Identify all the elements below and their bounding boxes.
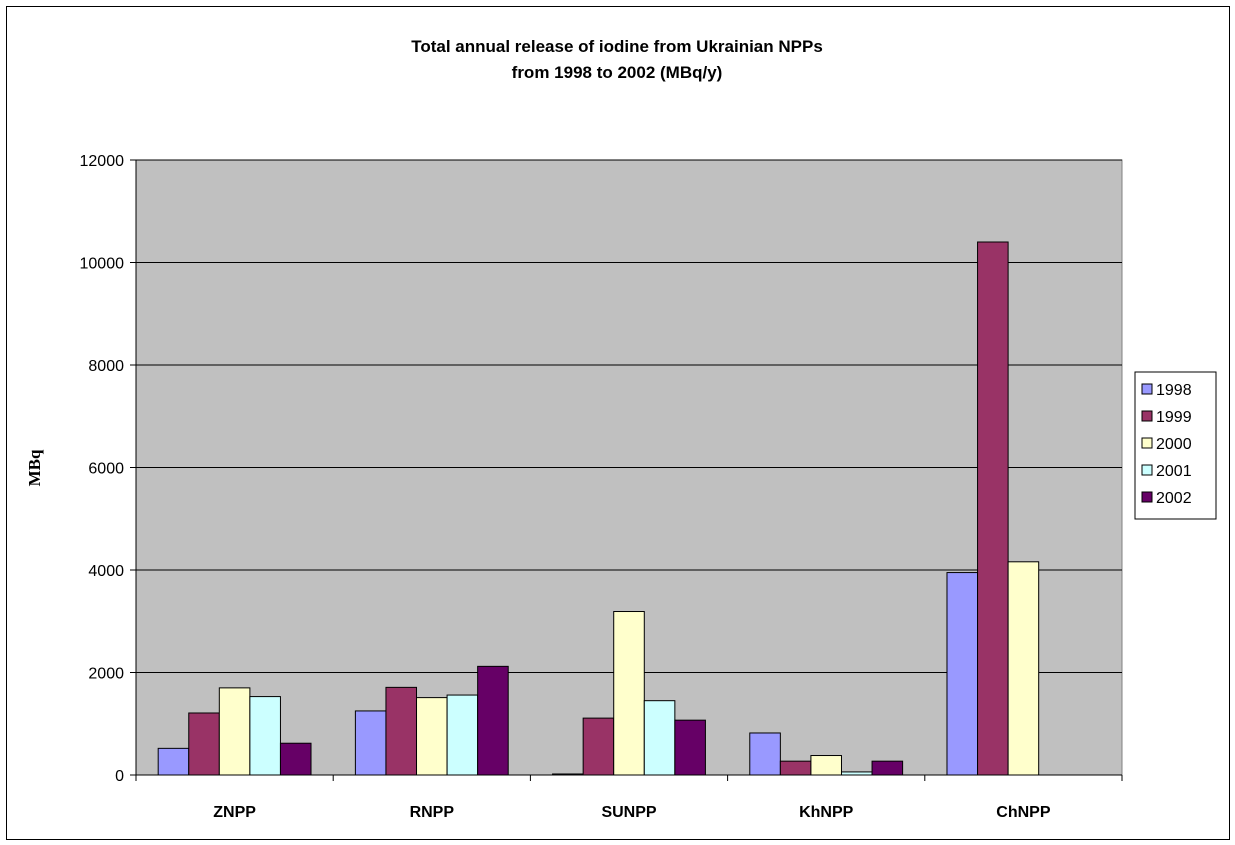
- y-tick-label: 10000: [80, 256, 125, 273]
- bar: [749, 732, 781, 776]
- legend: 1998 1999 2000 2001 2002: [1134, 371, 1217, 520]
- x-tick-label: ZNPP: [213, 804, 256, 821]
- legend-label: 2002: [1156, 490, 1192, 507]
- bar: [157, 747, 190, 776]
- bar: [218, 687, 251, 776]
- x-tick-label: KhNPP: [799, 804, 854, 821]
- bar: [840, 771, 873, 776]
- bar: [354, 710, 387, 776]
- x-tick-label: ChNPP: [996, 804, 1051, 821]
- bar: [249, 696, 281, 776]
- y-axis-label: MBq: [25, 449, 44, 486]
- bar: [946, 572, 979, 776]
- bar: [674, 719, 706, 776]
- bar: [779, 760, 812, 776]
- legend-label: 1998: [1156, 382, 1192, 399]
- bar: [385, 686, 418, 776]
- legend-swatch: [1141, 410, 1153, 422]
- legend-label: 2000: [1156, 436, 1192, 453]
- bar: [416, 697, 448, 776]
- chart-title-line-1: Total annual release of iodine from Ukra…: [411, 37, 823, 56]
- chart-title-line-2: from 1998 to 2002 (MBq/y): [512, 63, 723, 82]
- legend-swatch: [1141, 464, 1153, 476]
- legend-swatch: [1141, 491, 1153, 503]
- bar: [871, 760, 904, 776]
- y-tick-label: 8000: [88, 358, 124, 375]
- bar: [188, 712, 220, 776]
- y-tick-label: 2000: [88, 666, 124, 683]
- x-tick-label: SUNPP: [601, 804, 656, 821]
- bar: [582, 717, 615, 776]
- bar: [613, 611, 645, 776]
- y-tick-label: 12000: [80, 153, 125, 170]
- plot-area: 0 2000 4000 6000 8000 10000 12000 ZNPP RNPP SUNPP…: [80, 153, 1123, 821]
- x-tick-label: RNPP: [410, 804, 455, 821]
- bar: [279, 742, 312, 776]
- y-tick-label: 4000: [88, 563, 124, 580]
- y-tick-label: 6000: [88, 461, 124, 478]
- bar: [446, 694, 479, 776]
- y-tick-label: 0: [115, 768, 124, 785]
- legend-label: 2001: [1156, 463, 1192, 480]
- legend-label: 1999: [1156, 409, 1192, 426]
- bar: [1007, 561, 1040, 776]
- bar: [552, 773, 584, 776]
- legend-swatch: [1141, 437, 1153, 449]
- legend-swatch: [1141, 383, 1153, 395]
- bar: [977, 241, 1009, 776]
- bar: [810, 755, 842, 776]
- bar: [643, 700, 676, 776]
- bar: [477, 665, 509, 776]
